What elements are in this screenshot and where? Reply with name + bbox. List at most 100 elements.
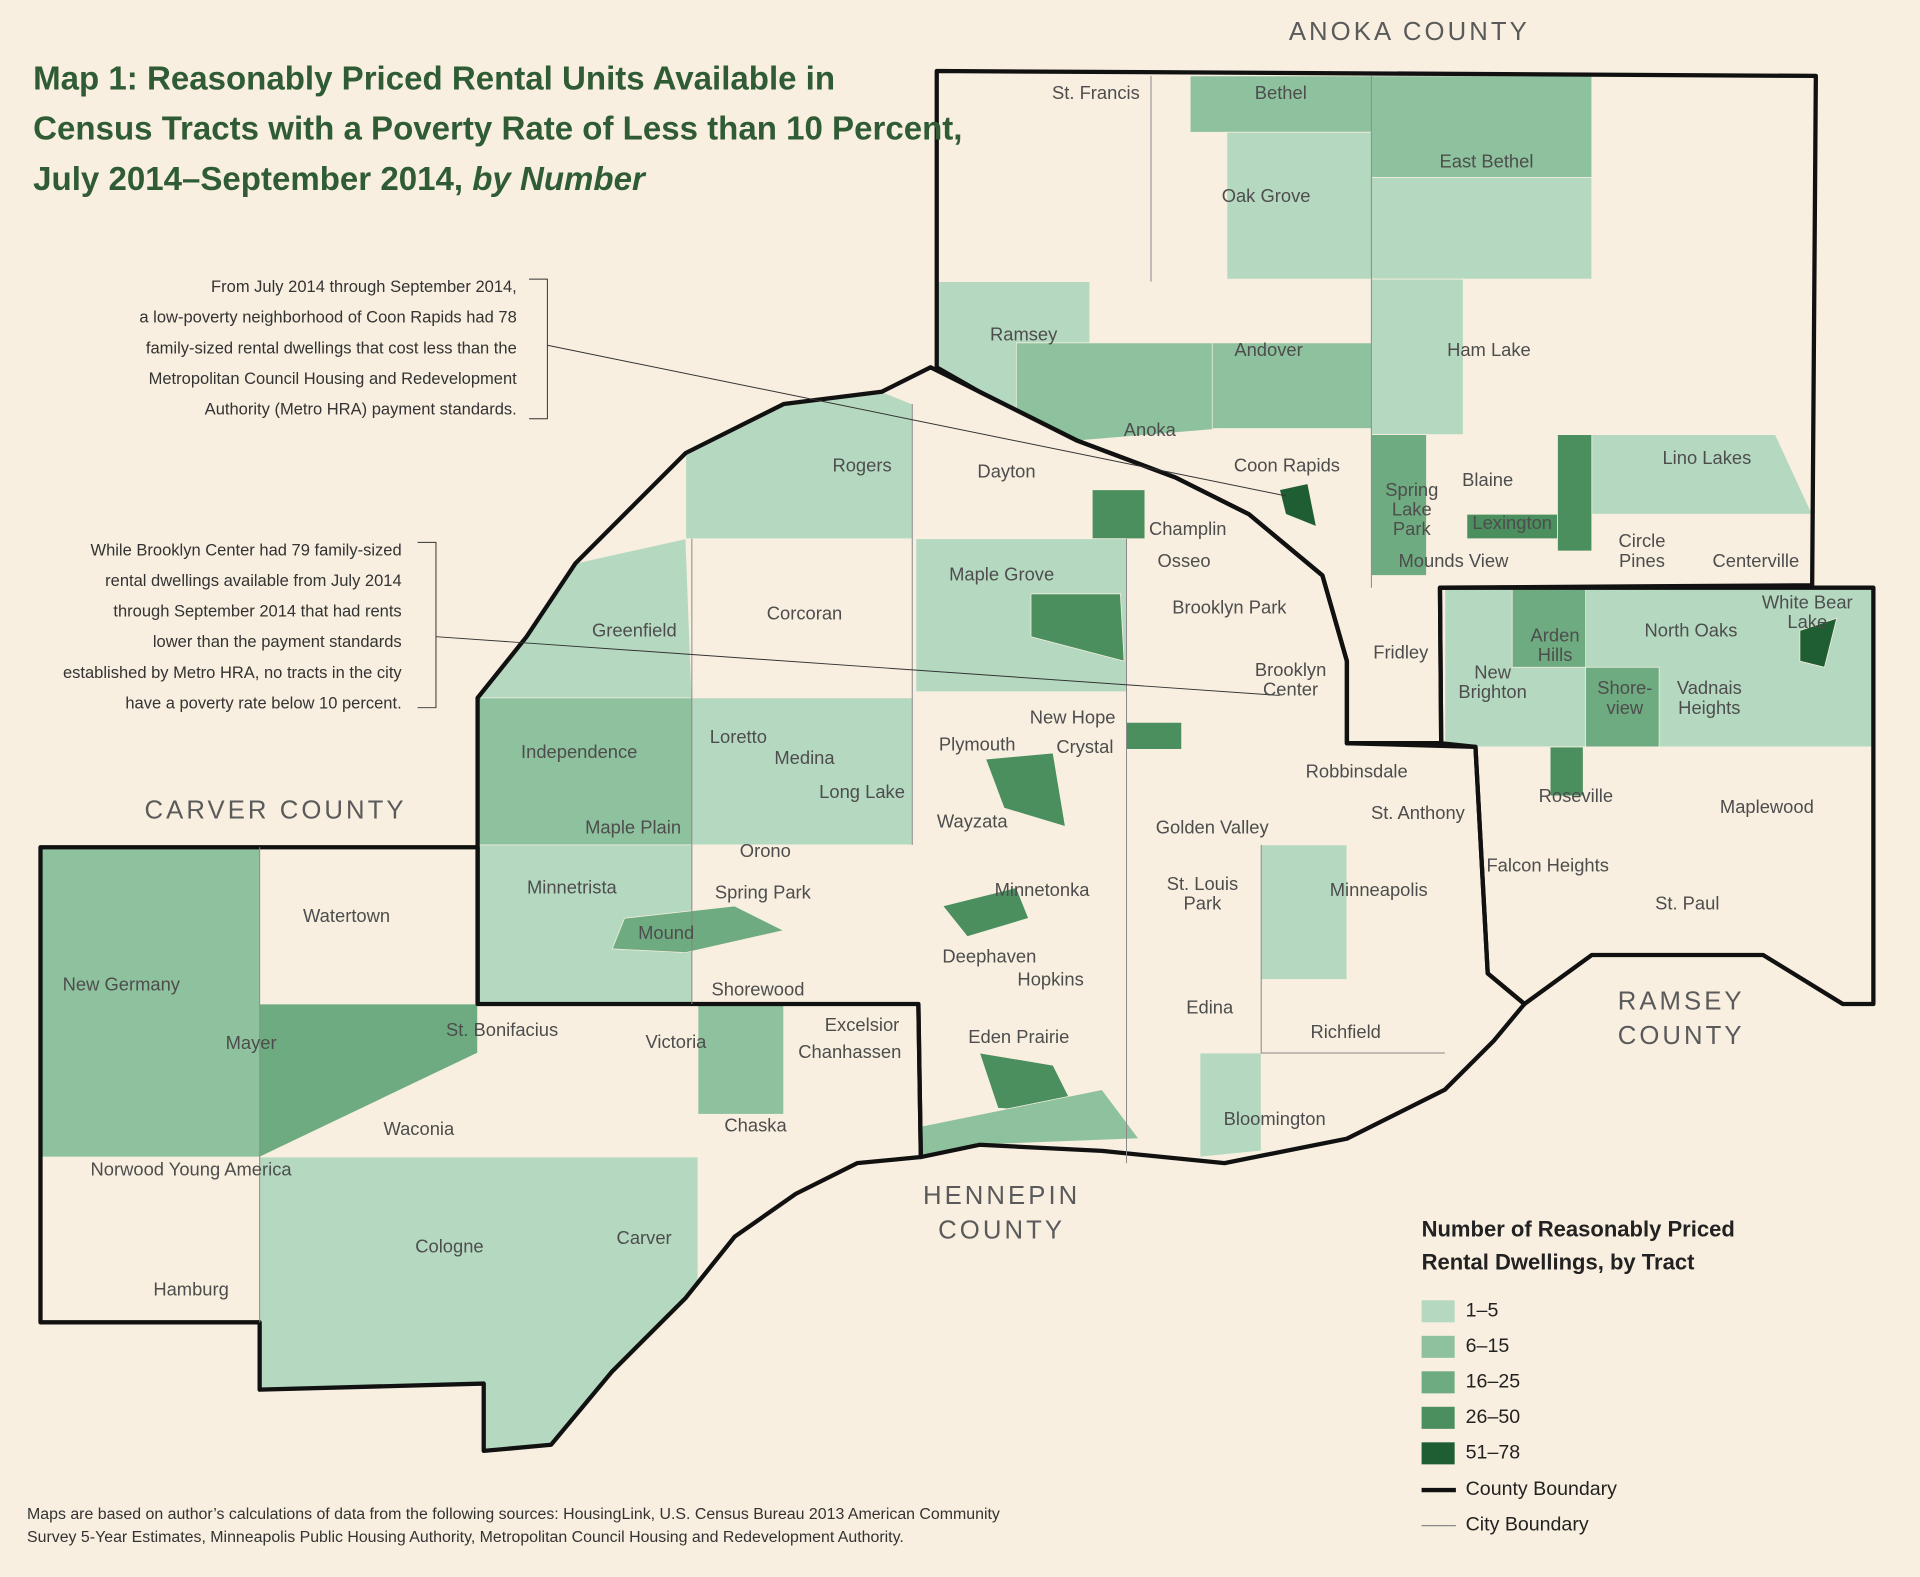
annotation: through September 2014 that had rents [113, 602, 401, 621]
tract [40, 846, 261, 1158]
annotation: established by Metro HRA, no tracts in t… [63, 663, 402, 682]
tract [1557, 434, 1593, 552]
place-label: Maplewood [1720, 796, 1814, 817]
place-label: Medina [774, 747, 835, 768]
place-label: Watertown [303, 905, 390, 926]
tract [1466, 513, 1558, 540]
tract [1199, 1052, 1262, 1158]
place-label: St. Bonifacius [446, 1019, 558, 1040]
place-label: Bethel [1255, 82, 1307, 103]
place-label: Shorewood [712, 978, 805, 999]
place-label: Norwood Young America [91, 1158, 293, 1179]
county-boundary [38, 845, 923, 1454]
place-label: Oak Grove [1222, 185, 1311, 206]
place-label: Roseville [1539, 785, 1614, 806]
place-label: Eden Prairie [968, 1026, 1069, 1047]
place-label: Corcoran [767, 602, 843, 623]
place-label: Mounds View [1398, 550, 1509, 571]
place-label: Minnetonka [995, 879, 1091, 900]
legend-title: Number of Reasonably Priced [1422, 1216, 1735, 1241]
place-label: Hopkins [1017, 969, 1083, 990]
tract [611, 905, 785, 953]
place-label: Bloomington [1224, 1108, 1326, 1129]
place-label: Circle [1619, 530, 1666, 551]
place-label: Maple Plain [585, 817, 681, 838]
place-label: Brooklyn Park [1172, 596, 1287, 617]
place-label: Loretto [710, 726, 767, 747]
place-label: Independence [521, 741, 637, 762]
place-label: St. Francis [1052, 82, 1140, 103]
tract [942, 887, 1030, 938]
legend-swatch [1421, 1335, 1455, 1358]
title-line: July 2014–September 2014, [33, 161, 472, 198]
tract [1030, 593, 1125, 662]
legend-title: Rental Dwellings, by Tract [1422, 1249, 1695, 1274]
tract [697, 1003, 785, 1115]
place-label: Robbinsdale [1306, 760, 1408, 781]
county-label: COUNTY [1618, 1022, 1745, 1050]
tract [1371, 177, 1593, 280]
legend-label: 51–78 [1466, 1442, 1521, 1464]
labels: St. Francis Bethel East Bethel Oak Grove Ram… [63, 18, 1853, 1299]
place-label: Ham Lake [1447, 339, 1531, 360]
legend-swatch [1421, 1442, 1455, 1465]
place-label: Shore- [1597, 677, 1652, 698]
place-label: New Germany [63, 973, 181, 994]
place-label: Fridley [1373, 642, 1429, 663]
place-label: Brighton [1458, 681, 1526, 702]
place-label: Heights [1678, 697, 1740, 718]
legend-label: County Boundary [1466, 1478, 1617, 1500]
legend-swatch [1421, 1371, 1455, 1394]
place-label: Plymouth [939, 733, 1016, 754]
annotation: lower than the payment standards [153, 632, 402, 651]
place-label: North Oaks [1645, 620, 1738, 641]
annotation: a low-poverty neighborhood of Coon Rapid… [139, 308, 516, 327]
place-label: Falcon Heights [1486, 855, 1608, 876]
place-label: Ramsey [990, 323, 1058, 344]
place-label: Minnetrista [527, 877, 618, 898]
place-label: Champlin [1149, 518, 1227, 539]
place-label: Spring [1385, 479, 1438, 500]
place-label: Wayzata [937, 811, 1009, 832]
tract [1279, 483, 1317, 528]
legend-label: City Boundary [1466, 1514, 1589, 1536]
place-label: Arden [1531, 625, 1580, 646]
place-label: Edina [1186, 997, 1234, 1018]
tract [1015, 342, 1225, 442]
legend-label: 16–25 [1466, 1370, 1521, 1392]
tract [1091, 489, 1146, 540]
city-boundary [259, 75, 1445, 1323]
place-label: New Hope [1030, 707, 1116, 728]
legend-label: 1–5 [1466, 1299, 1499, 1321]
annotation: From July 2014 through September 2014, [211, 277, 517, 296]
place-label: New [1474, 661, 1511, 682]
place-label: Hills [1538, 644, 1573, 665]
place-label: Mound [638, 922, 694, 943]
place-label: Center [1263, 678, 1318, 699]
place-label: Centerville [1712, 550, 1799, 571]
place-label: Andover [1234, 339, 1302, 360]
legend-label: 26–50 [1466, 1406, 1521, 1428]
title-line: Census Tracts with a Poverty Rate of Les… [33, 111, 962, 148]
place-label: Pines [1619, 550, 1665, 571]
annotation: rental dwellings available from July 201… [105, 571, 402, 590]
place-label: White Bear [1762, 591, 1853, 612]
leader-line [547, 344, 1286, 497]
tract [691, 697, 913, 846]
annotation: Metropolitan Council Housing and Redevel… [149, 369, 518, 388]
title-emphasis: by Number [472, 161, 647, 198]
place-label: Osseo [1158, 550, 1211, 571]
tract [1799, 617, 1838, 668]
legend-label: 6–15 [1466, 1335, 1510, 1357]
annotation: have a poverty rate below 10 percent. [125, 693, 401, 712]
annotation: While Brooklyn Center had 79 family-size… [90, 540, 401, 559]
legend: Number of Reasonably Priced Rental Dwelli… [1421, 1216, 1735, 1536]
place-label: Minneapolis [1330, 879, 1428, 900]
place-label: Anoka [1124, 419, 1177, 440]
place-label: Cologne [415, 1235, 483, 1256]
annotation: Authority (Metro HRA) payment standards. [205, 400, 517, 419]
place-label: East Bethel [1440, 151, 1534, 172]
place-label: Chanhassen [798, 1041, 901, 1062]
place-label: St. Louis [1167, 873, 1238, 894]
place-label: Mayer [226, 1032, 277, 1053]
